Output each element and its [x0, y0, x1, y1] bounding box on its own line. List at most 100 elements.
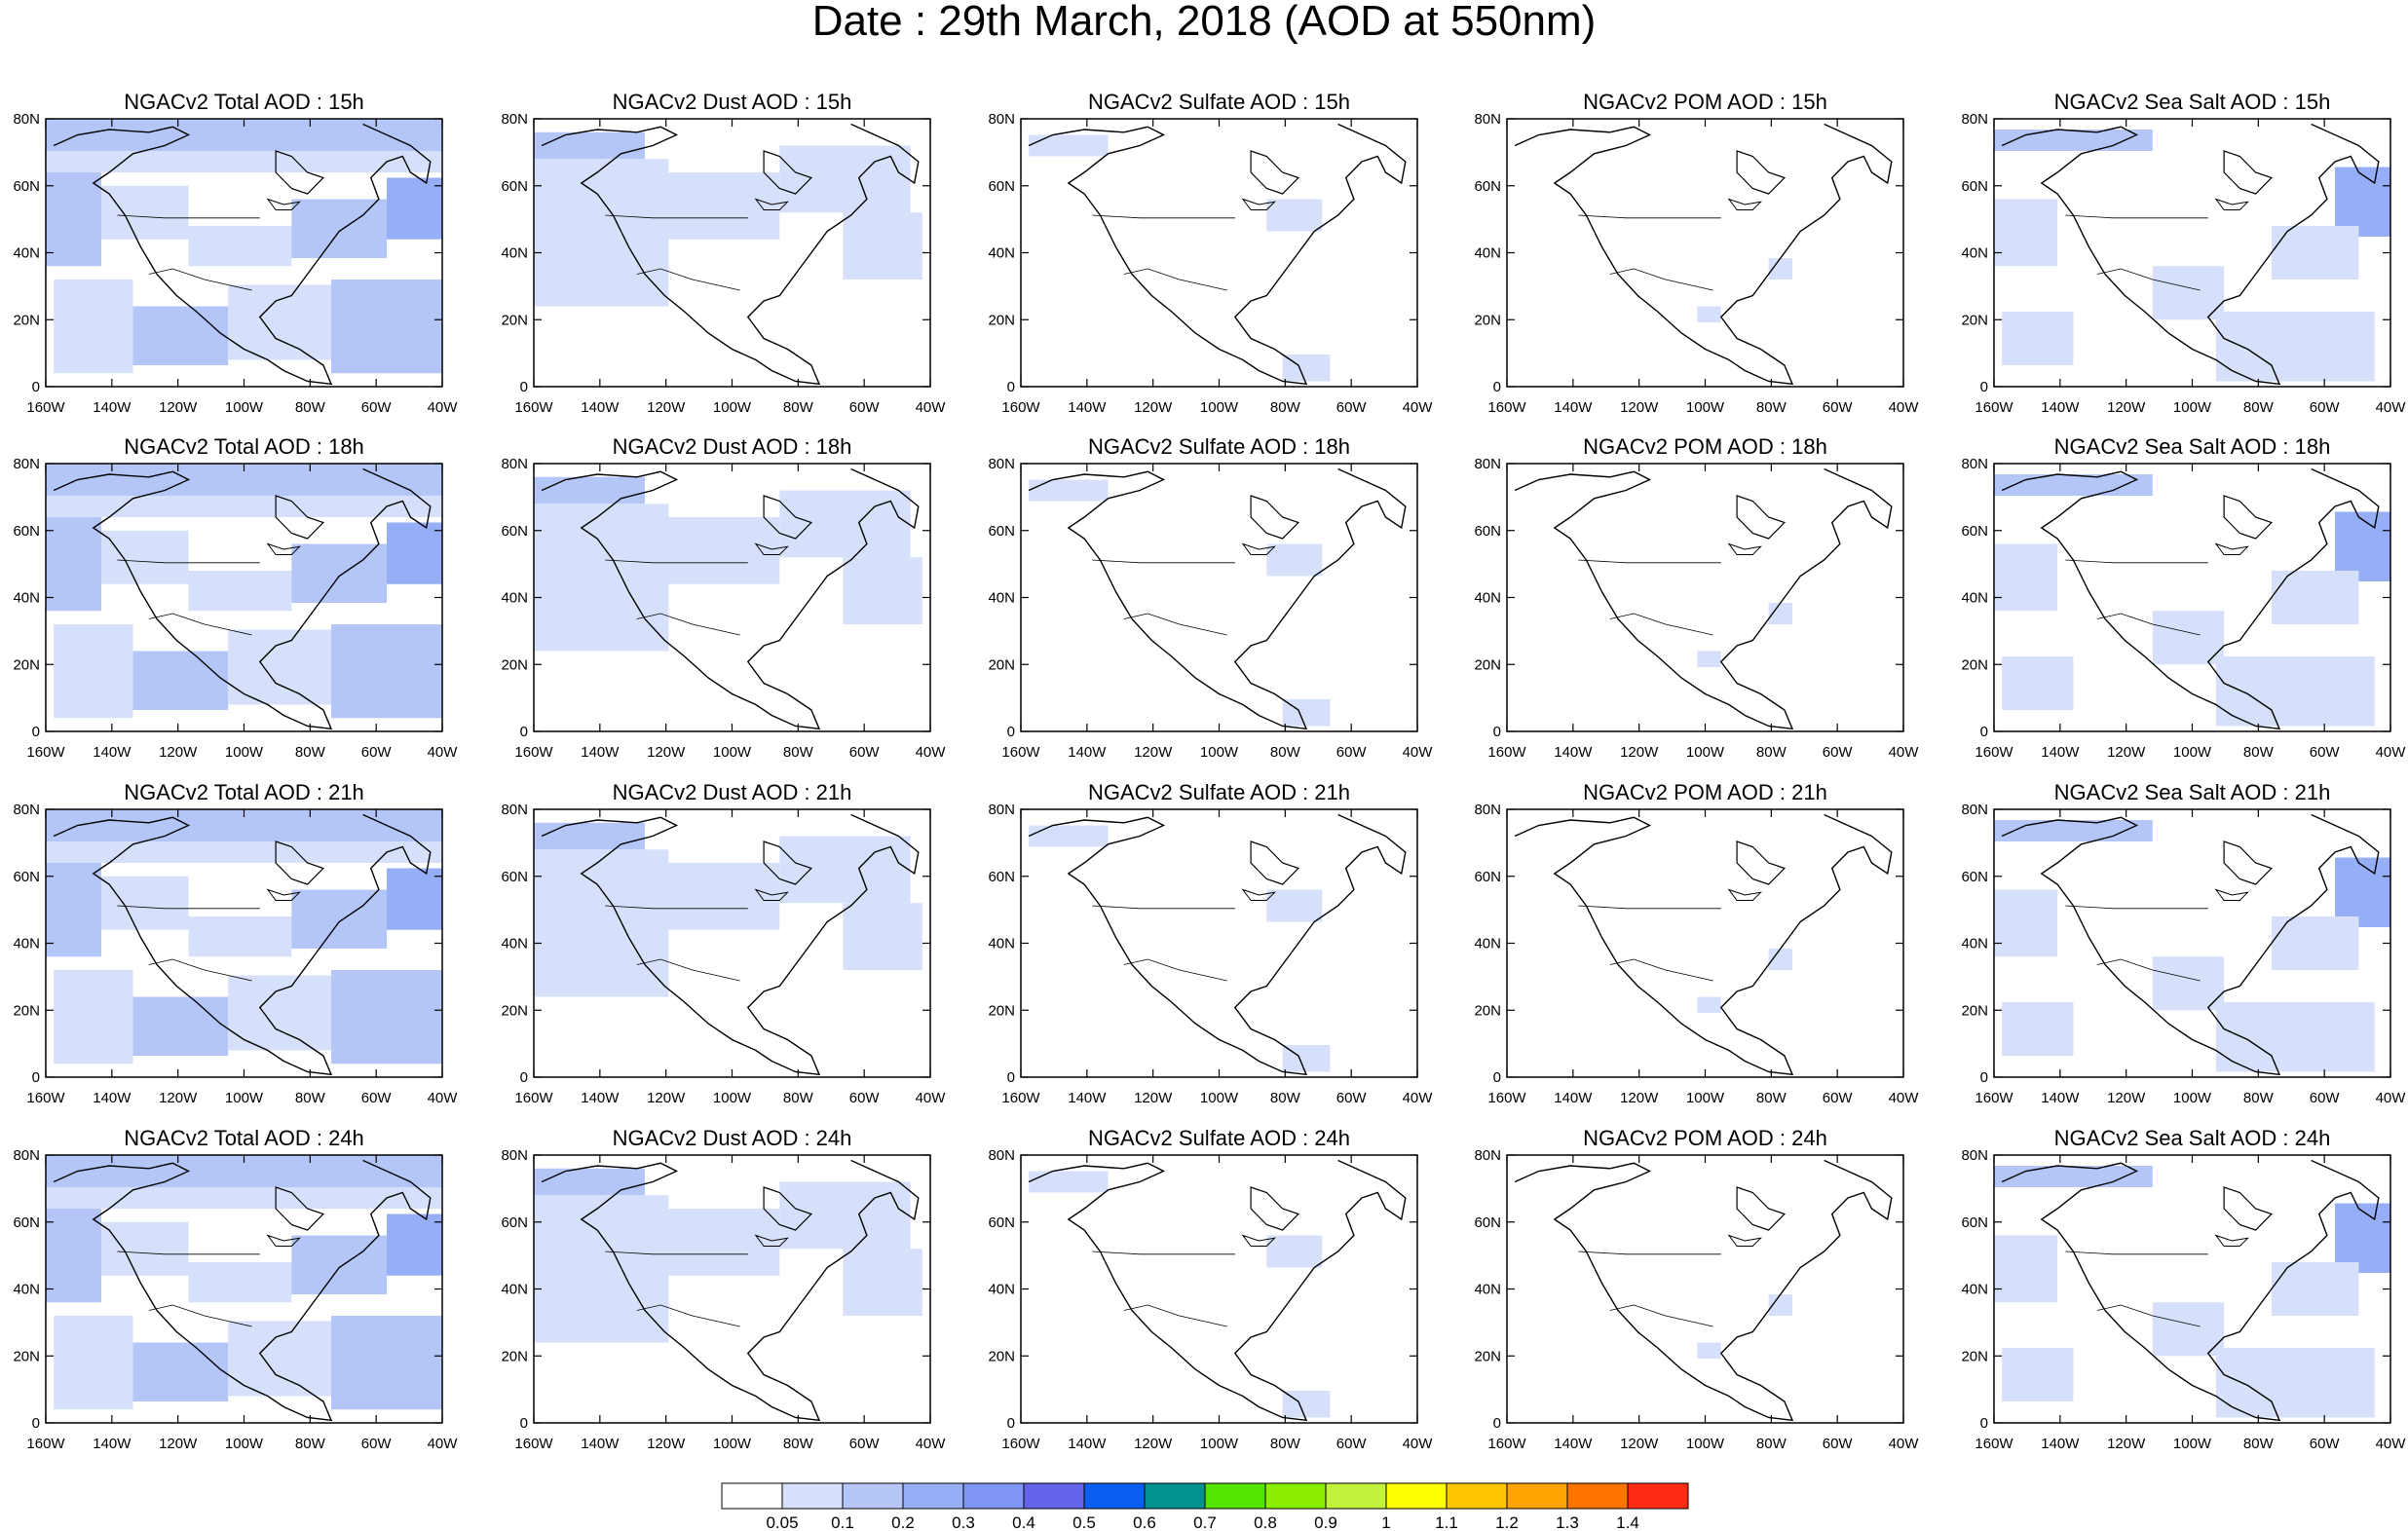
y-tick-label: 40N [501, 1282, 528, 1298]
x-tick-label: 160W [1001, 399, 1040, 416]
aod-shading [2215, 656, 2375, 727]
x-tick-label: 60W [849, 1090, 881, 1106]
panel-title: NGACv2 Sulfate AOD : 24h [1088, 1126, 1350, 1150]
aod-shading [843, 212, 922, 280]
x-tick-label: 100W [225, 399, 264, 416]
colorbar-swatch [902, 1482, 964, 1510]
colorbar-label: 0.4 [1012, 1513, 1035, 1531]
aod-shading [132, 996, 229, 1056]
x-tick-label: 60W [361, 744, 393, 761]
x-tick-label: 140W [2041, 1090, 2080, 1106]
y-tick-label: 60N [13, 523, 40, 540]
x-tick-label: 120W [647, 399, 686, 416]
panel-title: NGACv2 Dust AOD : 21h [613, 780, 852, 804]
aod-shading [46, 1209, 101, 1303]
aod-shading [291, 889, 388, 949]
colorbar-label: 0.7 [1193, 1513, 1217, 1531]
aod-shading [668, 863, 780, 930]
country-border [148, 1304, 252, 1327]
y-tick-label: 40N [1961, 936, 1988, 952]
x-tick-label: 120W [2107, 1090, 2146, 1106]
colorbar-swatch [1144, 1482, 1206, 1510]
y-tick-label: 40N [13, 590, 40, 607]
great-lakes [1241, 888, 1276, 901]
country-border [2065, 1251, 2208, 1255]
y-tick-label: 20N [988, 656, 1015, 673]
x-tick-label: 120W [2107, 1436, 2146, 1452]
x-tick-label: 140W [1068, 399, 1107, 416]
y-tick-label: 20N [1474, 656, 1501, 673]
colorbar-label: 0.9 [1314, 1513, 1337, 1531]
great-lakes [1727, 888, 1762, 901]
coastline [1028, 813, 1407, 1076]
y-tick-label: 0 [32, 724, 40, 740]
y-tick-label: 40N [1474, 590, 1501, 607]
x-tick-label: 160W [1487, 1436, 1526, 1452]
colorbar-label: 1.4 [1616, 1513, 1639, 1531]
panel-title: NGACv2 POM AOD : 21h [1583, 780, 1827, 804]
panel-title: NGACv2 Sea Salt AOD : 21h [2054, 780, 2331, 804]
y-tick-label: 0 [1980, 1415, 1988, 1432]
country-border [636, 958, 740, 982]
aod-shading [1994, 199, 2058, 267]
x-tick-label: 100W [1686, 1436, 1725, 1452]
x-tick-label: 80W [295, 1090, 326, 1106]
x-tick-label: 100W [2173, 1090, 2212, 1106]
x-tick-label: 40W [1403, 1090, 1434, 1106]
coastline-hudson-bay [1736, 840, 1787, 885]
x-tick-label: 120W [2107, 744, 2146, 761]
aod-shading [1697, 996, 1721, 1013]
colorbar-swatch [1023, 1482, 1085, 1510]
country-border [2096, 958, 2201, 982]
x-tick-label: 160W [514, 744, 553, 761]
country-border [117, 559, 260, 564]
x-tick-label: 100W [225, 1436, 264, 1452]
coastline [541, 467, 920, 730]
y-tick-label: 20N [1474, 1348, 1501, 1364]
x-tick-label: 80W [1756, 744, 1787, 761]
x-tick-label: 140W [93, 399, 132, 416]
x-tick-label: 40W [428, 744, 459, 761]
aod-shading [331, 280, 442, 374]
panel-title: NGACv2 Dust AOD : 24h [613, 1126, 852, 1150]
y-tick-label: 80N [1961, 802, 1988, 818]
country-border [1092, 559, 1235, 564]
great-lakes [266, 888, 301, 901]
country-border [605, 559, 748, 564]
x-tick-label: 40W [1889, 1090, 1920, 1106]
x-tick-label: 120W [647, 1090, 686, 1106]
great-lakes [2214, 1234, 2249, 1247]
y-tick-label: 20N [988, 312, 1015, 328]
y-tick-label: 80N [1961, 111, 1988, 128]
x-tick-label: 60W [2310, 744, 2341, 761]
x-tick-label: 160W [1487, 744, 1526, 761]
aod-shading [291, 543, 388, 603]
coastline-hudson-bay [275, 1186, 325, 1231]
country-border [1123, 958, 1227, 982]
x-tick-label: 80W [783, 1090, 814, 1106]
y-tick-label: 0 [520, 379, 528, 395]
map-panel: NGACv2 Dust AOD : 18h 80N 60N 40N 20N 0 160W 14… [501, 434, 946, 761]
colorbar-label: 0.05 [766, 1513, 798, 1531]
aod-shading [1697, 651, 1721, 667]
x-tick-label: 40W [916, 744, 947, 761]
x-tick-label: 120W [159, 399, 198, 416]
x-tick-label: 120W [1620, 1090, 1659, 1106]
coastline-hudson-bay [275, 150, 325, 195]
country-border [1609, 1304, 1713, 1327]
aod-shading [46, 517, 101, 612]
coastline [2001, 1159, 2380, 1422]
x-tick-label: 160W [1001, 744, 1040, 761]
x-tick-label: 120W [1134, 744, 1173, 761]
y-tick-label: 60N [1961, 869, 1988, 885]
colorbar-swatch [1506, 1482, 1568, 1510]
aod-shading [1282, 699, 1331, 727]
y-tick-label: 0 [520, 724, 528, 740]
y-tick-label: 20N [501, 1002, 528, 1019]
x-tick-label: 160W [1975, 399, 2013, 416]
aod-shading [228, 1321, 332, 1397]
aod-shading [1994, 1166, 2153, 1187]
x-tick-label: 140W [2041, 1436, 2080, 1452]
x-tick-label: 100W [713, 399, 752, 416]
